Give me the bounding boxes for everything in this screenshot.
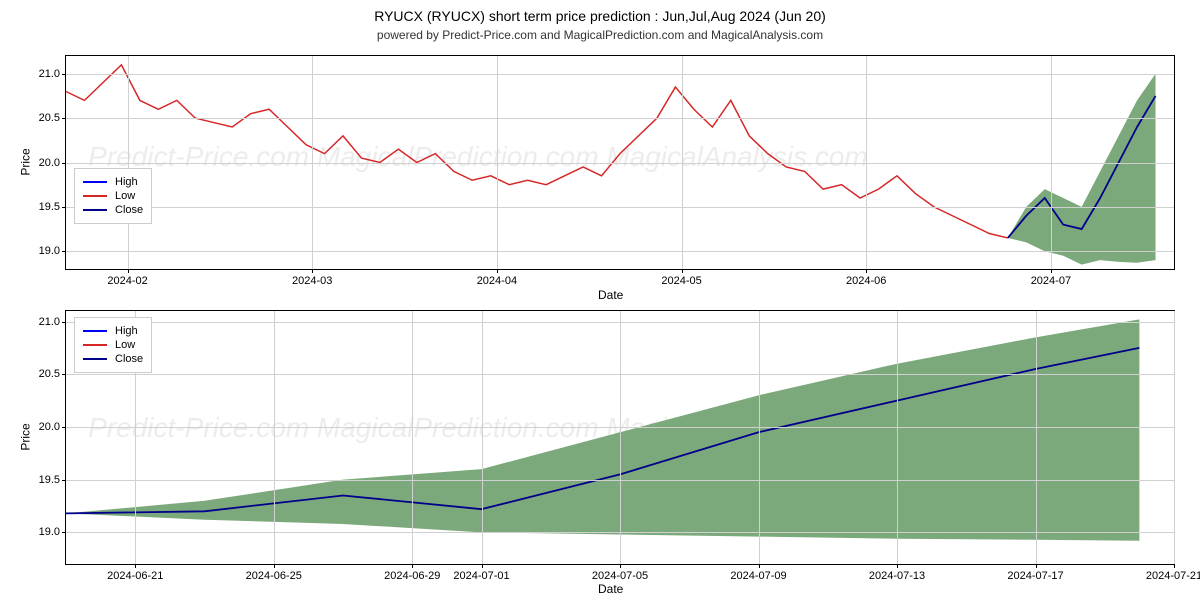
legend-label: Low bbox=[115, 339, 135, 351]
x-tick-label: 2024-06-29 bbox=[384, 570, 440, 582]
legend-label: Close bbox=[115, 204, 143, 216]
legend-swatch bbox=[83, 195, 107, 197]
y-tick-label: 20.5 bbox=[39, 368, 60, 380]
y-tick-label: 21.0 bbox=[39, 68, 60, 80]
legend-item: Low bbox=[83, 190, 143, 202]
x-tick-label: 2024-05 bbox=[661, 275, 701, 287]
legend-swatch bbox=[83, 181, 107, 183]
legend-label: High bbox=[115, 176, 138, 188]
y-tick-label: 19.5 bbox=[39, 201, 60, 213]
x-tick-label: 2024-02 bbox=[107, 275, 147, 287]
y-tick-label: 20.5 bbox=[39, 112, 60, 124]
chart-title: RYUCX (RYUCX) short term price predictio… bbox=[0, 0, 1200, 24]
chart-container: RYUCX (RYUCX) short term price predictio… bbox=[0, 0, 1200, 600]
x-tick-label: 2024-07-01 bbox=[453, 570, 509, 582]
legend-label: Low bbox=[115, 190, 135, 202]
prediction-area bbox=[1008, 74, 1156, 265]
x-tick-label: 2024-06-25 bbox=[246, 570, 302, 582]
x-tick-label: 2024-03 bbox=[292, 275, 332, 287]
legend-item: High bbox=[83, 325, 143, 337]
bottom-legend: High Low Close bbox=[74, 317, 152, 373]
legend-label: Close bbox=[115, 353, 143, 365]
x-tick-label: 2024-07-05 bbox=[592, 570, 648, 582]
legend-swatch bbox=[83, 330, 107, 332]
y-tick-label: 20.0 bbox=[39, 421, 60, 433]
x-tick-label: 2024-07-17 bbox=[1007, 570, 1063, 582]
legend-item: Low bbox=[83, 339, 143, 351]
y-tick-label: 19.0 bbox=[39, 245, 60, 257]
chart-subtitle: powered by Predict-Price.com and Magical… bbox=[0, 24, 1200, 42]
y-tick-label: 19.0 bbox=[39, 526, 60, 538]
bottom-x-axis-label: Date bbox=[598, 582, 623, 596]
legend-swatch bbox=[83, 358, 107, 360]
bottom-chart-panel: HighLowClose Predict-Price.com MagicalPr… bbox=[65, 310, 1175, 565]
legend-label: High bbox=[115, 325, 138, 337]
top-chart-panel: HighLowClose Predict-Price.com MagicalPr… bbox=[65, 55, 1175, 270]
x-tick-label: 2024-06-21 bbox=[107, 570, 163, 582]
x-tick-label: 2024-07-09 bbox=[730, 570, 786, 582]
legend-swatch bbox=[83, 209, 107, 211]
y-tick-label: 21.0 bbox=[39, 316, 60, 328]
legend-swatch bbox=[83, 344, 107, 346]
legend-item: High bbox=[83, 176, 143, 188]
x-tick-label: 2024-07 bbox=[1031, 275, 1071, 287]
x-tick-label: 2024-07-21 bbox=[1146, 570, 1200, 582]
legend-item: Close bbox=[83, 204, 143, 216]
x-tick-label: 2024-06 bbox=[846, 275, 886, 287]
legend-item: Close bbox=[83, 353, 143, 365]
top-y-axis-label: Price bbox=[19, 148, 33, 175]
prediction-area bbox=[66, 319, 1139, 540]
y-tick-label: 19.5 bbox=[39, 474, 60, 486]
top-legend: High Low Close bbox=[74, 168, 152, 224]
bottom-y-axis-label: Price bbox=[19, 423, 33, 450]
x-tick-label: 2024-07-13 bbox=[869, 570, 925, 582]
top-x-axis-label: Date bbox=[598, 288, 623, 302]
y-tick-label: 20.0 bbox=[39, 157, 60, 169]
x-tick-label: 2024-04 bbox=[477, 275, 517, 287]
